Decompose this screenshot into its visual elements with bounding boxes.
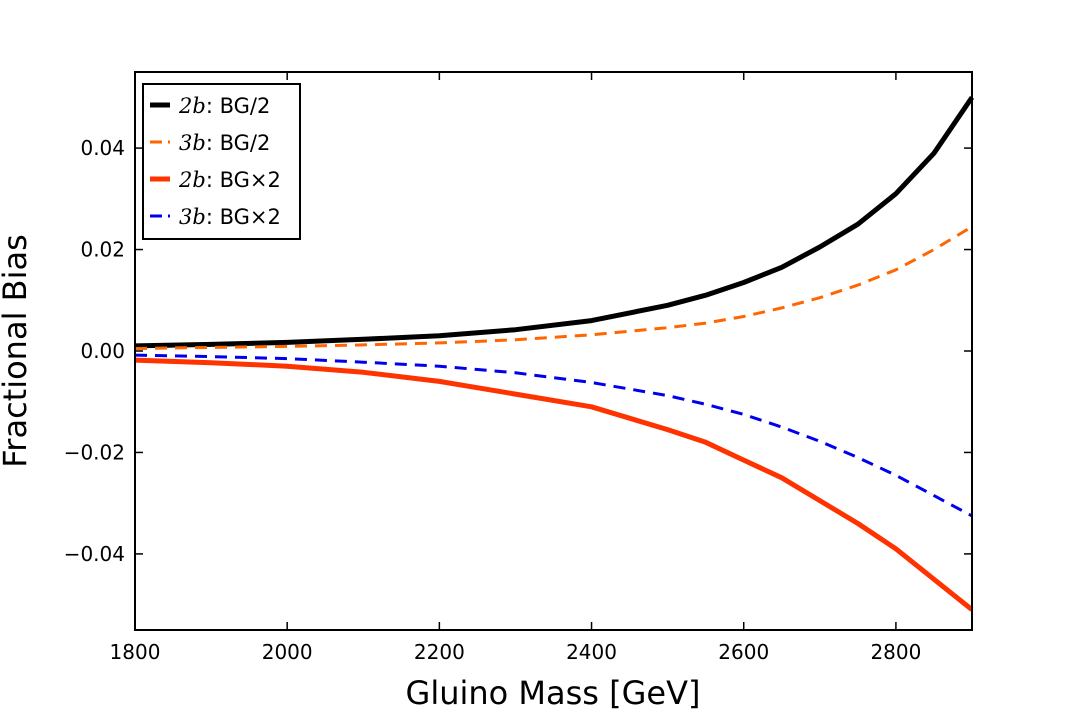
- legend-label: 3b: BG×2: [179, 205, 281, 229]
- x-tick-label: 2800: [870, 640, 921, 664]
- legend-frame: [142, 83, 301, 240]
- y-tick-label: 0.02: [80, 238, 125, 262]
- legend-label: 3b: BG/2: [179, 131, 270, 155]
- series-lines: [134, 95, 975, 612]
- series-line-4: [134, 353, 973, 518]
- series-line-1: [134, 95, 975, 349]
- x-tick-label: 2000: [262, 640, 313, 664]
- y-axis-ticks: 0.04 0.02 0.00 −0.02 −0.04: [64, 136, 972, 566]
- y-tick-label: 0.00: [80, 339, 125, 363]
- series-line-3: [134, 357, 974, 612]
- y-tick-label: 0.04: [80, 136, 125, 160]
- x-tick-label: 2400: [566, 640, 617, 664]
- y-axis-label: Fractional Bias: [0, 234, 34, 468]
- x-axis-label: Gluino Mass [GeV]: [406, 674, 701, 712]
- legend-label: 2b: BG×2: [178, 168, 281, 192]
- x-tick-label: 1800: [110, 640, 161, 664]
- legend-label: 2b: BG/2: [178, 94, 270, 118]
- y-tick-label: −0.02: [64, 440, 125, 464]
- x-tick-label: 2600: [718, 640, 769, 664]
- x-tick-label: 2200: [414, 640, 465, 664]
- x-axis-ticks: 1800 2000 2200 2400 2600 2800: [110, 72, 921, 664]
- legend: 2b: BG/2 3b: BG/2 2b: BG×2 3b: BG×2: [142, 83, 301, 240]
- series-line-2: [134, 225, 973, 350]
- y-tick-label: −0.04: [64, 542, 125, 566]
